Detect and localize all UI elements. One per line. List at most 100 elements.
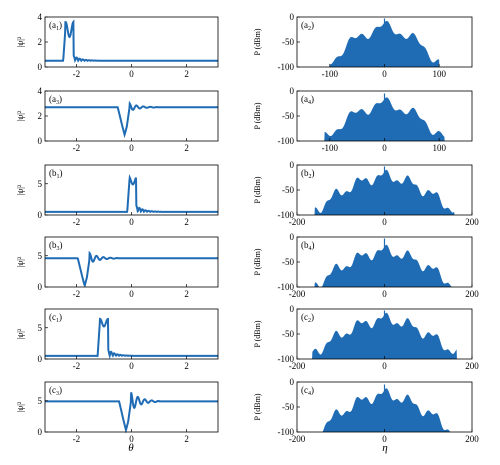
xtick-label-a3: 0 (129, 143, 134, 153)
ytick-label-b2: 0 (290, 160, 295, 170)
panel-frame-a1 (44, 16, 219, 68)
ylabel-b4: P (dBm) (253, 248, 262, 275)
ytick-label-c4: -100 (278, 427, 295, 437)
xtick-label-a2: 0 (382, 69, 387, 79)
ytick-label-a2: -50 (282, 37, 294, 47)
xtick-label-c2: 200 (465, 361, 479, 371)
xtick-label-b2: -200 (289, 217, 306, 227)
ylabel-b1: |ψ|² (16, 184, 25, 195)
panel-frame-c3 (44, 381, 219, 433)
ytick-label-a4: -50 (282, 111, 294, 121)
ytick-label-c2: -100 (278, 354, 295, 364)
ytick-label-c4: 0 (290, 377, 295, 387)
series-line-a3 (45, 100, 218, 139)
ylabel-c4: P (dBm) (253, 393, 262, 420)
xtick-label-c2: 0 (382, 361, 387, 371)
xtick-label-b1: -2 (73, 217, 81, 227)
spectrum-area-b2 (297, 169, 472, 215)
xtick-label-a1: 0 (129, 69, 134, 79)
ytick-label-c1: 0 (38, 354, 43, 364)
ytick-label-b2: -50 (282, 185, 294, 195)
ytick-label-c1: 5 (38, 323, 43, 333)
panel-label-c3: (c3) (49, 385, 62, 397)
xtick-label-b1: 2 (184, 217, 189, 227)
right-xlabel: η (382, 442, 387, 454)
series-line-c3 (45, 392, 218, 434)
ylabel-b2: P (dBm) (253, 176, 262, 203)
xtick-label-b3: -2 (73, 289, 81, 299)
xtick-label-b1: 0 (129, 217, 134, 227)
panel-label-c2: (c2) (301, 312, 314, 324)
xtick-label-a3: -2 (73, 143, 81, 153)
ytick-label-a4: -100 (278, 136, 295, 146)
ytick-label-c3: 0 (38, 427, 43, 437)
xtick-label-b4: 200 (465, 289, 479, 299)
xtick-label-b2: 0 (382, 217, 387, 227)
panel-frame-a3 (44, 90, 219, 142)
xtick-label-c1: -2 (73, 361, 81, 371)
xtick-label-c3: 0 (129, 434, 134, 444)
ytick-label-a2: -100 (278, 62, 295, 72)
xtick-label-c3: 2 (184, 434, 189, 444)
left-xlabel: θ (128, 442, 134, 454)
ytick-label-a2: 0 (290, 12, 295, 22)
spectrum-area-a4 (297, 97, 472, 141)
ytick-label-c2: 0 (290, 304, 295, 314)
panel-label-a4: (a4) (301, 94, 314, 106)
panel-label-a2: (a2) (301, 20, 314, 32)
ylabel-c1: |ψ|² (16, 328, 25, 339)
ytick-label-c2: -50 (282, 329, 294, 339)
spectrum-area-b4 (297, 244, 472, 287)
ytick-label-a3: 0 (38, 136, 43, 146)
ylabel-a4: P (dBm) (253, 102, 262, 129)
ytick-label-a4: 0 (290, 86, 295, 96)
xtick-label-c4: -200 (289, 434, 306, 444)
series-line-c1 (45, 317, 218, 360)
xtick-label-c4: 0 (382, 434, 387, 444)
ylabel-c3: |ψ|² (16, 401, 25, 412)
xtick-label-a4: -100 (322, 143, 339, 153)
xtick-label-a4: 0 (382, 143, 387, 153)
panel-label-b1: (b1) (49, 168, 63, 180)
ytick-label-b3: 0 (38, 282, 43, 292)
xtick-label-a2: -100 (322, 69, 339, 79)
xtick-label-c1: 2 (184, 361, 189, 371)
xtick-label-a4: 100 (432, 143, 446, 153)
xtick-label-b3: 2 (184, 289, 189, 299)
ytick-label-a1: 4 (38, 12, 43, 22)
spectrum-area-c4 (297, 388, 472, 432)
ytick-label-b1: 5 (38, 179, 43, 189)
panel-frame-c1 (44, 308, 219, 360)
panel-label-b3: (b3) (49, 240, 63, 252)
xtick-label-a1: -2 (73, 69, 81, 79)
ytick-label-c4: -50 (282, 402, 294, 412)
ytick-label-a3: 4 (38, 86, 43, 96)
series-line-b1 (45, 174, 218, 214)
spectrum-area-c2 (297, 312, 472, 359)
xtick-label-c4: 200 (465, 434, 479, 444)
ytick-label-a1: 2 (38, 37, 43, 47)
ylabel-a1: |ψ|² (16, 36, 25, 47)
ylabel-a3: |ψ|² (16, 110, 25, 121)
ytick-label-b4: -100 (278, 282, 295, 292)
xtick-label-a3: 2 (184, 143, 189, 153)
ytick-label-b3: 5 (38, 251, 43, 261)
xtick-label-b3: 0 (129, 289, 134, 299)
xtick-label-b2: 200 (465, 217, 479, 227)
ytick-label-b2: -100 (278, 210, 295, 220)
panel-label-c1: (c1) (49, 312, 62, 324)
ytick-label-b1: 0 (38, 210, 43, 220)
ytick-label-a1: 0 (38, 62, 43, 72)
ylabel-a2: P (dBm) (253, 28, 262, 55)
panel-frame-b3 (44, 236, 219, 288)
xtick-label-c1: 0 (129, 361, 134, 371)
panel-label-b2: (b2) (301, 168, 315, 180)
ytick-label-c3: 5 (38, 396, 43, 406)
xtick-label-b4: -200 (289, 289, 306, 299)
xtick-label-a2: 100 (432, 69, 446, 79)
series-line-b3 (45, 250, 218, 288)
xtick-label-b4: 0 (382, 289, 387, 299)
ylabel-c2: P (dBm) (253, 320, 262, 347)
panel-label-b4: (b4) (301, 240, 315, 252)
